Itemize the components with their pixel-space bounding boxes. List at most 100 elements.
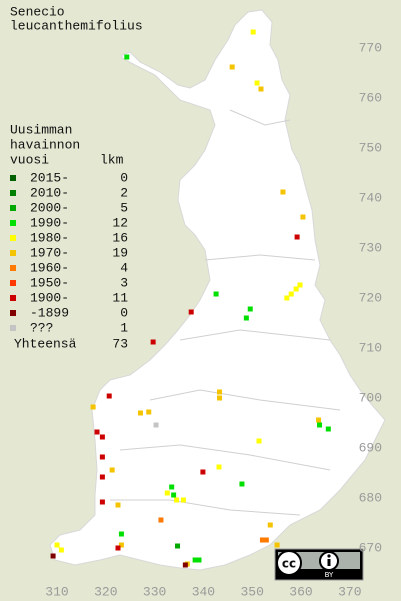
- legend-heading: Uusimman: [10, 122, 72, 137]
- y-tick-label: 760: [359, 90, 382, 105]
- legend-count: 11: [112, 290, 128, 305]
- observation-square: [200, 469, 206, 475]
- legend-swatch: [10, 175, 16, 181]
- observation-square: [216, 464, 222, 470]
- license-by: BY: [325, 571, 334, 579]
- observation-square: [58, 547, 64, 553]
- legend-swatch: [10, 205, 16, 211]
- observation-square: [109, 467, 115, 473]
- observation-square: [164, 490, 170, 496]
- legend-count: 19: [112, 245, 128, 260]
- observation-square: [153, 422, 159, 428]
- legend-swatch: [10, 325, 16, 331]
- observation-square: [99, 499, 105, 505]
- observation-square: [288, 291, 294, 297]
- y-tick-label: 710: [359, 340, 382, 355]
- observation-square: [54, 542, 60, 548]
- observation-square: [256, 438, 262, 444]
- legend-label: 2015-: [30, 170, 69, 185]
- legend-count-heading: lkm: [100, 152, 124, 167]
- x-tick-label: 340: [192, 584, 215, 599]
- observation-square: [150, 339, 156, 345]
- legend-swatch: [10, 220, 16, 226]
- legend-label: -1899: [30, 305, 69, 320]
- observation-square: [267, 522, 273, 528]
- observation-square: [106, 393, 112, 399]
- observation-square: [182, 562, 188, 568]
- observation-square: [196, 557, 202, 563]
- observation-square: [229, 64, 235, 70]
- legend-count: 0: [120, 305, 128, 320]
- legend-label: 1980-: [30, 230, 69, 245]
- observation-square: [175, 543, 181, 549]
- legend-count: 3: [120, 275, 128, 290]
- observation-square: [280, 189, 286, 195]
- legend-swatch: [10, 235, 16, 241]
- legend-count: 0: [120, 170, 128, 185]
- observation-square: [94, 429, 100, 435]
- observation-square: [243, 315, 249, 321]
- y-tick-label: 690: [359, 440, 382, 455]
- observation-square: [250, 29, 256, 35]
- observation-square: [217, 389, 223, 395]
- x-tick-label: 330: [143, 584, 166, 599]
- observation-square: [300, 214, 306, 220]
- observation-square: [99, 434, 105, 440]
- legend-heading: vuosi: [10, 152, 49, 167]
- observation-square: [50, 553, 56, 559]
- legend-label: 1990-: [30, 215, 69, 230]
- total-value: 73: [112, 336, 128, 351]
- observation-square: [317, 422, 323, 428]
- observation-square: [239, 481, 245, 487]
- observation-square: [180, 497, 186, 503]
- observation-square: [118, 542, 124, 548]
- y-tick-label: 730: [359, 240, 382, 255]
- observation-square: [297, 282, 303, 288]
- observation-square: [174, 497, 180, 503]
- finland-outline: [49, 9, 386, 571]
- observation-square: [169, 484, 175, 490]
- legend-swatch: [10, 190, 16, 196]
- legend-label: ???: [30, 320, 53, 335]
- observation-square: [137, 410, 143, 416]
- observation-square: [99, 474, 105, 480]
- legend-count: 5: [120, 200, 128, 215]
- observation-square: [247, 306, 253, 312]
- observation-square: [146, 409, 152, 415]
- x-tick-label: 360: [289, 584, 312, 599]
- observation-square: [217, 395, 223, 401]
- observation-square: [254, 80, 260, 86]
- y-tick-label: 670: [359, 540, 382, 555]
- legend-label: 1960-: [30, 260, 69, 275]
- legend-label: 2000-: [30, 200, 69, 215]
- legend-count: 1: [120, 320, 128, 335]
- legend-label: 1950-: [30, 275, 69, 290]
- observation-square: [258, 86, 264, 92]
- observation-square: [293, 286, 299, 292]
- observation-square: [188, 309, 194, 315]
- observation-square: [192, 557, 198, 563]
- observation-square: [284, 295, 290, 301]
- y-tick-label: 680: [359, 490, 382, 505]
- legend-label: 2010-: [30, 185, 69, 200]
- observation-square: [294, 234, 300, 240]
- x-tick-label: 320: [94, 584, 117, 599]
- observation-square: [115, 502, 121, 508]
- legend-label: 1900-: [30, 290, 69, 305]
- legend-count: 2: [120, 185, 128, 200]
- observation-square: [259, 537, 265, 543]
- legend-swatch: [10, 280, 16, 286]
- observation-square: [325, 426, 331, 432]
- y-tick-label: 700: [359, 390, 382, 405]
- legend-swatch: [10, 265, 16, 271]
- y-tick-label: 770: [359, 40, 382, 55]
- y-tick-label: 720: [359, 290, 382, 305]
- license-badge: cc BY: [274, 548, 364, 581]
- title: leucanthemifolius: [10, 18, 143, 33]
- observation-square: [90, 404, 96, 410]
- x-tick-label: 350: [240, 584, 263, 599]
- legend-label: 1970-: [30, 245, 69, 260]
- y-tick-label: 740: [359, 190, 382, 205]
- legend-swatch: [10, 295, 16, 301]
